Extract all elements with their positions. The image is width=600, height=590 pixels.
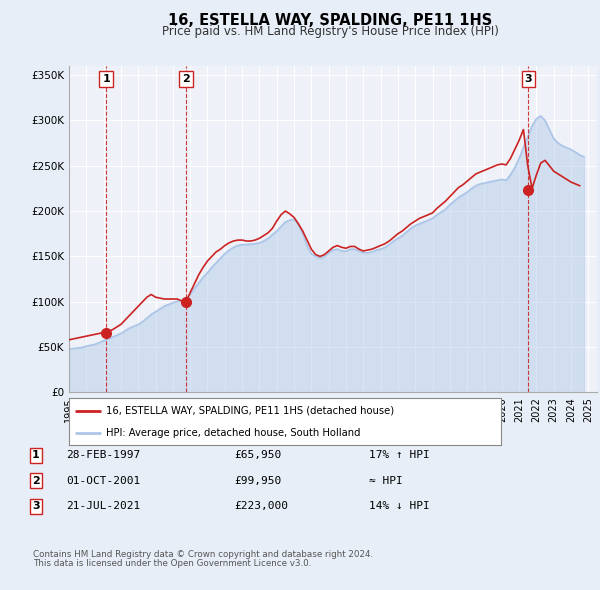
Text: 16, ESTELLA WAY, SPALDING, PE11 1HS: 16, ESTELLA WAY, SPALDING, PE11 1HS [168,13,492,28]
Text: HPI: Average price, detached house, South Holland: HPI: Average price, detached house, Sout… [106,428,360,438]
Text: This data is licensed under the Open Government Licence v3.0.: This data is licensed under the Open Gov… [33,559,311,568]
Text: 21-JUL-2021: 21-JUL-2021 [66,502,140,511]
Text: ≈ HPI: ≈ HPI [369,476,403,486]
Text: £65,950: £65,950 [234,451,281,460]
Text: 2: 2 [32,476,40,486]
Text: 14% ↓ HPI: 14% ↓ HPI [369,502,430,511]
Text: 3: 3 [524,74,532,84]
Text: 16, ESTELLA WAY, SPALDING, PE11 1HS (detached house): 16, ESTELLA WAY, SPALDING, PE11 1HS (det… [106,406,394,416]
Text: £99,950: £99,950 [234,476,281,486]
Text: 3: 3 [32,502,40,511]
Text: 28-FEB-1997: 28-FEB-1997 [66,451,140,460]
Text: 1: 1 [103,74,110,84]
Text: 1: 1 [32,451,40,460]
Text: Contains HM Land Registry data © Crown copyright and database right 2024.: Contains HM Land Registry data © Crown c… [33,550,373,559]
Text: £223,000: £223,000 [234,502,288,511]
Text: Price paid vs. HM Land Registry's House Price Index (HPI): Price paid vs. HM Land Registry's House … [161,25,499,38]
Text: 17% ↑ HPI: 17% ↑ HPI [369,451,430,460]
Text: 2: 2 [182,74,190,84]
Text: 01-OCT-2001: 01-OCT-2001 [66,476,140,486]
